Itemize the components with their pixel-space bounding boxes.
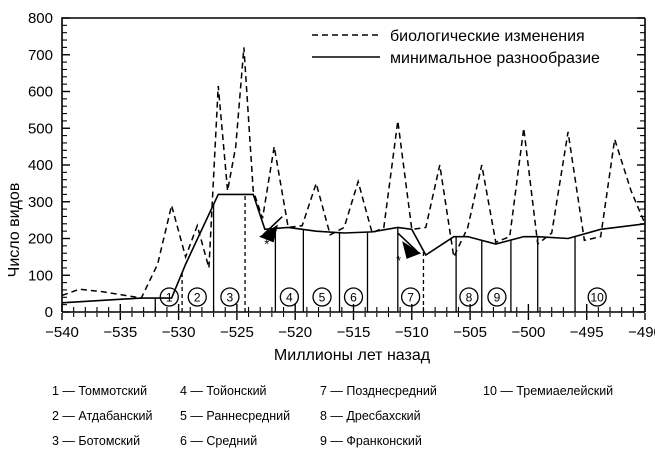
x-tick-label: −510: [395, 324, 429, 341]
x-tick-label: −495: [570, 324, 604, 341]
stage-marker-circle-9: [487, 287, 507, 307]
y-axis-ticks: [62, 17, 645, 313]
x-tick-label: −525: [220, 324, 254, 341]
y-tick-label: 800: [28, 10, 53, 27]
extinction-marker-2-asterisk: *: [396, 253, 401, 268]
series-line-1: [61, 193, 646, 304]
x-tick-label: −535: [103, 324, 137, 341]
stage-marker-circle-2: [187, 287, 207, 307]
stage-marker-circle-3: [220, 287, 240, 307]
footnote-item-7: 7 — Позднесредний: [320, 383, 437, 398]
y-axis-title: Число видов: [6, 183, 23, 278]
footnote-grid: 1 — Томмотский 4 — Тойонский 7 — Позднесре…: [52, 378, 655, 453]
stage-marker-label-9: 9: [494, 291, 501, 305]
stage-marker-label-1: 1: [166, 291, 173, 305]
stage-marker-circle-1: [159, 287, 179, 307]
stage-marker-circle-6: [343, 287, 364, 307]
y-tick-label: 300: [28, 194, 53, 211]
stage-marker-circle-4: [279, 287, 300, 307]
stage-marker-label-10: 10: [591, 291, 605, 305]
chart-legend: биологические изменения минимальное разн…: [312, 28, 600, 67]
stage-marker-label-7: 7: [407, 291, 414, 305]
x-tick-label: −500: [512, 324, 546, 341]
stage-marker-label-8: 8: [466, 291, 473, 305]
x-tick-label: −515: [337, 324, 371, 341]
stage-marker-label-6: 6: [350, 291, 357, 305]
y-tick-label: 500: [28, 120, 53, 137]
footnote-item-9: 9 — Франконский: [320, 433, 422, 448]
extinction-marker-1-asterisk: *: [264, 237, 269, 252]
stage-marker-label-3: 3: [227, 291, 234, 305]
stage-marker-label-4: 4: [286, 291, 293, 305]
x-axis-title: Миллионы лет назад: [274, 347, 431, 364]
x-axis-tick-labels: −540 −535 −530 −525 −520 −515 −510 −505 −500 −495…: [45, 324, 655, 341]
y-axis-tick-labels: 0 100 200 300 400 500 600 700 800: [28, 10, 53, 321]
footnote-item-6: 6 — Средний: [180, 433, 258, 448]
y-tick-label: 700: [28, 47, 53, 64]
y-tick-label: 600: [28, 84, 53, 101]
stage-marker-circle-10: [587, 287, 607, 307]
stage-marker-label-2: 2: [194, 291, 201, 305]
extinction-marker-1-head: [259, 224, 279, 243]
x-tick-label: −540: [45, 324, 79, 341]
stage-footnote-legend: 1 — Томмотский 4 — Тойонский 7 — Позднесре…: [0, 374, 655, 452]
y-tick-label: 100: [28, 267, 53, 284]
x-tick-label: −520: [278, 324, 312, 341]
footnote-item-1: 1 — Томмотский: [52, 383, 148, 398]
data-series-layer: [61, 47, 646, 304]
footnote-item-4: 4 — Тойонский: [180, 383, 267, 398]
extinction-marker-2-shaft: [397, 232, 418, 252]
footnote-item-5: 5 — Раннесредний: [180, 408, 291, 423]
axis-frame: [61, 17, 645, 312]
x-tick-label: −530: [162, 324, 196, 341]
stage-number-markers: 1 2 3 4 5 6 7 8 9 10: [159, 287, 607, 307]
extinction-annotations: **: [259, 216, 422, 268]
y-tick-label: 200: [28, 231, 53, 248]
stage-marker-circle-7: [400, 287, 421, 307]
series-line-0: [61, 47, 646, 299]
extinction-marker-1-shaft: [262, 216, 283, 236]
footnote-item-8: 8 — Дресбахский: [320, 408, 421, 423]
stage-boundary-lines: [154, 194, 576, 312]
x-tick-label: −505: [453, 324, 487, 341]
footnote-item-3: 3 — Ботомский: [52, 433, 141, 448]
stage-marker-circle-8: [459, 287, 479, 307]
y-tick-label: 400: [28, 157, 53, 174]
stage-marker-circle-5: [312, 287, 332, 307]
x-axis-ticks: [61, 304, 646, 320]
legend-label-1: минимальное разнообразие: [390, 50, 600, 67]
x-tick-label: −490: [628, 324, 655, 341]
footnote-item-2: 2 — Атдабанский: [52, 408, 153, 423]
legend-label-0: биологические изменения: [390, 28, 585, 45]
y-tick-label: 0: [45, 304, 53, 321]
extinction-marker-2-head: [402, 241, 422, 259]
footnote-item-10: 10 — Тремиаелейский: [483, 383, 614, 398]
stage-marker-label-5: 5: [319, 291, 326, 305]
